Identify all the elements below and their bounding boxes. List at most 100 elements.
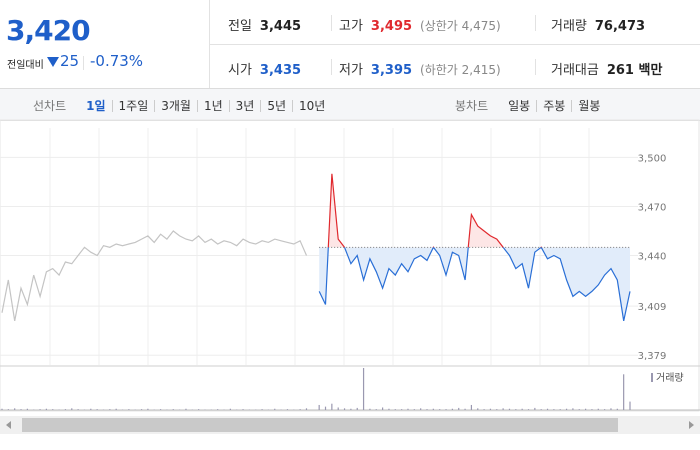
volume-bar — [464, 408, 466, 410]
volume-bar — [439, 409, 441, 410]
volume-bar — [432, 408, 434, 410]
volume-bar — [502, 408, 504, 410]
volume-bar — [350, 408, 352, 410]
legend-label: 거래량 — [656, 372, 684, 384]
volume-bar — [553, 409, 555, 410]
volume-bar — [71, 408, 73, 410]
scroll-right[interactable] — [689, 421, 694, 429]
volume-bar — [489, 408, 492, 410]
volume-bar — [527, 409, 530, 410]
stat: 고가 3,495 (상한가 4,475) — [339, 15, 501, 34]
volume-bar — [483, 409, 485, 410]
stat-note: (하한가 2,415) — [420, 63, 501, 77]
volume-bar — [286, 409, 289, 410]
volume-bar — [356, 407, 358, 410]
volume-bar — [540, 409, 542, 410]
volume-bar — [578, 409, 580, 410]
volume-bar — [7, 409, 9, 410]
stat: 거래대금 261 백만 — [551, 59, 662, 78]
stat-label: 고가 — [339, 19, 363, 34]
y-tick-label: 3,440 — [638, 251, 667, 262]
stat-label: 거래대금 — [551, 63, 599, 78]
stat-value: 3,395 — [370, 63, 413, 78]
volume-bar — [546, 408, 549, 410]
y-tick-label: 3,379 — [638, 351, 667, 362]
stat: 시가 3,435 — [228, 59, 301, 78]
price-line — [1, 230, 308, 322]
volume-bar — [39, 409, 41, 410]
volume-bar — [420, 408, 422, 410]
period-option[interactable]: 주봉 — [536, 99, 571, 112]
volume-bar — [470, 404, 473, 410]
volume-bar — [407, 408, 409, 410]
line-chart-options: 선차트 1일 1주일 3개월 1년 3년 5년 10년 — [33, 97, 331, 114]
stat-note: (상한가 4,475) — [420, 19, 501, 33]
volume-bar — [477, 408, 479, 410]
volume-bar — [496, 409, 498, 410]
volume-bar — [534, 407, 536, 410]
scroll-left[interactable] — [6, 421, 11, 429]
volume-bar — [362, 368, 365, 410]
stat-label: 전일 — [228, 19, 252, 34]
stat-label: 저가 — [339, 63, 363, 78]
volume-bar — [96, 409, 98, 410]
candle-chart-options: 봉차트 일봉 주봉 월봉 — [455, 97, 606, 114]
volume-bar — [629, 401, 631, 410]
volume-bar — [109, 409, 111, 410]
volume-bar — [616, 408, 618, 410]
period-option[interactable]: 3개월 — [154, 99, 197, 112]
volume-bar — [64, 409, 67, 410]
stat: 거래량 76,473 — [551, 15, 645, 34]
change-rate: -0.73% — [90, 52, 144, 70]
price-line-down — [318, 247, 631, 322]
volume-bar — [26, 408, 28, 410]
volume-bar — [77, 409, 79, 410]
volume-bar — [261, 409, 263, 410]
legend-swatch — [651, 373, 653, 382]
area-down — [319, 247, 630, 321]
volume-bar — [242, 409, 244, 410]
price-line-up — [327, 173, 542, 248]
volume-bar — [318, 404, 320, 410]
volume-bar — [324, 406, 327, 410]
stat-value: 261 백만 — [606, 63, 663, 78]
stat-label: 시가 — [228, 63, 252, 78]
volume-bar — [159, 409, 162, 410]
volume-bar — [559, 409, 561, 410]
volume-bar — [591, 409, 593, 410]
period-option[interactable]: 1주일 — [111, 99, 155, 112]
volume-bar — [147, 408, 149, 410]
volume-bar — [388, 408, 390, 410]
period-option[interactable]: 월봉 — [571, 99, 606, 112]
volume-bar — [217, 409, 219, 410]
stat-value: 76,473 — [594, 19, 646, 34]
volume-bar — [521, 408, 523, 410]
period-option[interactable]: 1년 — [196, 99, 229, 112]
volume-bar — [451, 408, 453, 410]
volume-bar — [394, 409, 396, 410]
toolbar: 선차트 1일 1주일 3개월 1년 3년 5년 10년 봉차트 일봉 주봉 월봉 — [0, 88, 700, 121]
volume-bar — [623, 374, 625, 410]
scroll-thumb[interactable] — [22, 418, 618, 432]
stat: 전일 3,445 — [228, 15, 301, 34]
period-option[interactable]: 10년 — [292, 99, 331, 112]
volume-bar — [198, 409, 200, 410]
volume-bar — [52, 409, 54, 410]
volume-bar — [20, 409, 22, 410]
period-option[interactable]: 5년 — [260, 99, 292, 112]
current-price: 3,420 — [6, 14, 91, 47]
y-tick-label: 3,470 — [638, 202, 667, 213]
volume-bar — [584, 408, 587, 410]
period-option[interactable]: 일봉 — [508, 98, 531, 113]
volume-bar — [401, 409, 403, 410]
volume-bar — [610, 408, 612, 410]
volume-bar — [337, 407, 339, 410]
volume-bar — [305, 408, 308, 410]
period-option[interactable]: 3년 — [228, 99, 261, 112]
period-option[interactable]: 1일 — [86, 98, 106, 113]
volume-bar — [572, 408, 574, 410]
plot-frame — [0, 119, 700, 412]
volume-bar — [299, 409, 301, 410]
